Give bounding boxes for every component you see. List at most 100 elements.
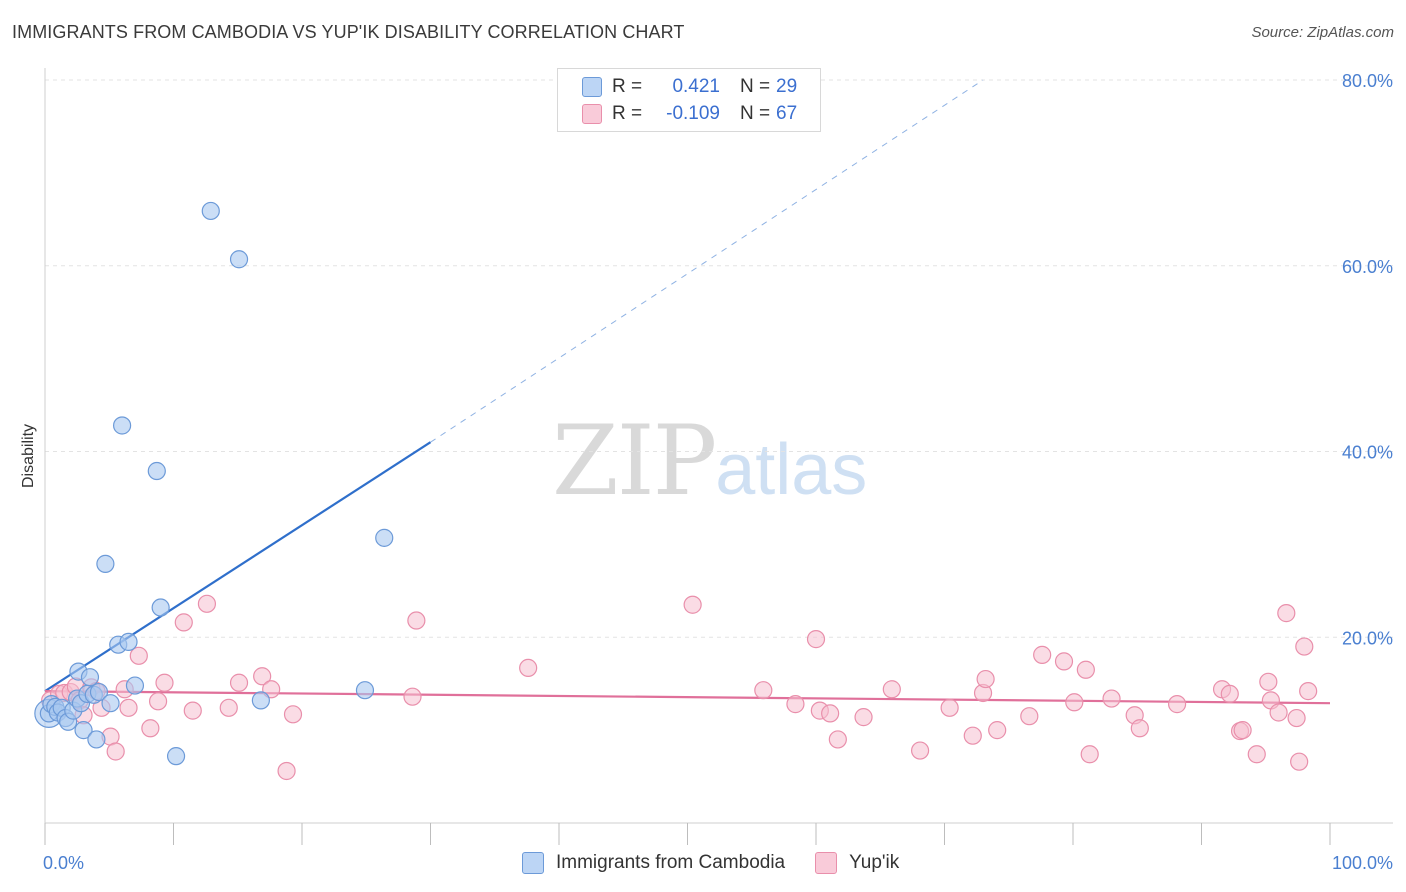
- point-yupik: [119, 698, 138, 717]
- series-legend: Immigrants from Cambodia Yup'ik: [522, 852, 929, 874]
- legend-row-cambodia: R = 0.421 N = 29: [582, 75, 797, 99]
- point-yupik: [1290, 752, 1309, 771]
- legend-n-value: 29: [776, 76, 798, 97]
- point-yupik: [141, 719, 160, 738]
- y-tick-label: 80.0%: [1342, 71, 1393, 91]
- point-yupik: [1033, 645, 1052, 664]
- legend-r-label: R =: [612, 76, 643, 97]
- series-legend-item-yupik[interactable]: Yup'ik: [815, 852, 899, 874]
- point-yupik: [786, 695, 805, 714]
- point-cambodia: [166, 747, 186, 766]
- point-yupik: [1269, 703, 1288, 722]
- point-yupik: [1259, 672, 1278, 691]
- point-yupik: [174, 613, 193, 632]
- legend-r-label: R =: [612, 103, 643, 124]
- point-yupik: [828, 730, 847, 749]
- point-yupik: [1220, 684, 1239, 704]
- point-cambodia: [119, 632, 138, 651]
- y-tick-label: 20.0%: [1342, 628, 1393, 648]
- point-yupik: [1065, 693, 1084, 712]
- point-cambodia: [80, 668, 100, 687]
- point-yupik: [197, 594, 217, 613]
- point-yupik: [940, 698, 959, 717]
- point-yupik: [183, 701, 202, 720]
- series-legend-item-cambodia[interactable]: Immigrants from Cambodia: [522, 852, 785, 874]
- series-name: Yup'ik: [849, 852, 900, 873]
- point-yupik: [407, 611, 426, 630]
- source-credit: Source: ZipAtlas.com: [1251, 24, 1394, 41]
- point-yupik: [854, 708, 873, 727]
- y-axis-label: Disability: [20, 424, 37, 488]
- point-yupik: [988, 721, 1007, 740]
- point-yupik: [1167, 695, 1187, 714]
- point-cambodia: [151, 598, 170, 617]
- point-yupik: [1020, 707, 1039, 726]
- chart-title: IMMIGRANTS FROM CAMBODIA VS YUP'IK DISAB…: [12, 22, 685, 42]
- legend-r-value: 0.421: [672, 76, 720, 97]
- grid-layer: [45, 79, 1393, 638]
- point-yupik: [1247, 745, 1266, 764]
- trend-line-yupik: [44, 690, 1331, 705]
- legend-n-label: N =: [740, 76, 771, 97]
- point-cambodia: [147, 461, 166, 481]
- point-yupik: [1054, 652, 1074, 671]
- legend-n-label: N =: [740, 103, 771, 124]
- point-cambodia: [101, 694, 120, 713]
- point-cambodia: [89, 682, 109, 702]
- series-swatch-pink: [815, 852, 838, 874]
- point-yupik: [262, 680, 281, 699]
- point-yupik: [806, 630, 826, 649]
- point-yupik: [976, 669, 995, 689]
- point-yupik: [1295, 637, 1314, 656]
- points-layer: [34, 201, 1318, 781]
- point-yupik: [277, 761, 296, 781]
- point-cambodia: [251, 691, 270, 710]
- point-yupik: [1130, 719, 1149, 738]
- point-cambodia: [96, 554, 115, 573]
- point-cambodia: [201, 201, 220, 221]
- point-yupik: [403, 687, 422, 706]
- point-yupik: [1287, 708, 1306, 728]
- point-cambodia: [125, 676, 145, 695]
- point-yupik: [129, 646, 148, 665]
- point-cambodia: [375, 528, 394, 547]
- legend-r-value: -0.109: [666, 103, 720, 124]
- point-cambodia: [229, 250, 249, 269]
- point-yupik: [1299, 682, 1318, 701]
- point-yupik: [1277, 604, 1296, 623]
- point-yupik: [155, 673, 174, 692]
- point-yupik: [1233, 721, 1252, 740]
- point-yupik: [754, 681, 773, 700]
- point-yupik: [1080, 745, 1099, 764]
- point-yupik: [229, 673, 249, 692]
- legend-swatch-blue: [582, 77, 602, 97]
- point-cambodia: [74, 721, 93, 740]
- x-tick-label: 100.0%: [1332, 853, 1393, 873]
- axis-layer: 20.0% 40.0% 60.0% 80.0% 0.0% 100.0%: [43, 68, 1393, 873]
- x-tick-label: 0.0%: [43, 853, 84, 873]
- point-yupik: [821, 704, 840, 723]
- point-yupik: [148, 692, 168, 711]
- point-yupik: [910, 741, 930, 760]
- point-yupik: [1102, 689, 1121, 708]
- point-yupik: [519, 658, 538, 677]
- point-yupik: [963, 726, 982, 745]
- series-name: Immigrants from Cambodia: [556, 852, 786, 873]
- point-cambodia: [87, 730, 106, 749]
- point-yupik: [1076, 660, 1095, 679]
- legend-row-yupik: R = -0.109 N = 67: [582, 102, 797, 126]
- point-yupik: [283, 705, 303, 724]
- point-yupik: [882, 680, 901, 699]
- point-yupik: [106, 742, 125, 761]
- point-yupik: [253, 667, 272, 686]
- point-yupik: [683, 595, 702, 614]
- trend-line-cambodia: [44, 441, 432, 693]
- y-tick-label: 60.0%: [1342, 257, 1393, 277]
- legend-n-value: 67: [776, 103, 798, 124]
- trend-extension-cambodia: [430, 79, 984, 443]
- y-tick-label: 40.0%: [1342, 443, 1393, 463]
- correlation-legend: R = 0.421 N = 29 R = -0.109 N = 67: [557, 68, 821, 132]
- legend-swatch-pink: [582, 104, 602, 124]
- point-cambodia: [355, 681, 375, 700]
